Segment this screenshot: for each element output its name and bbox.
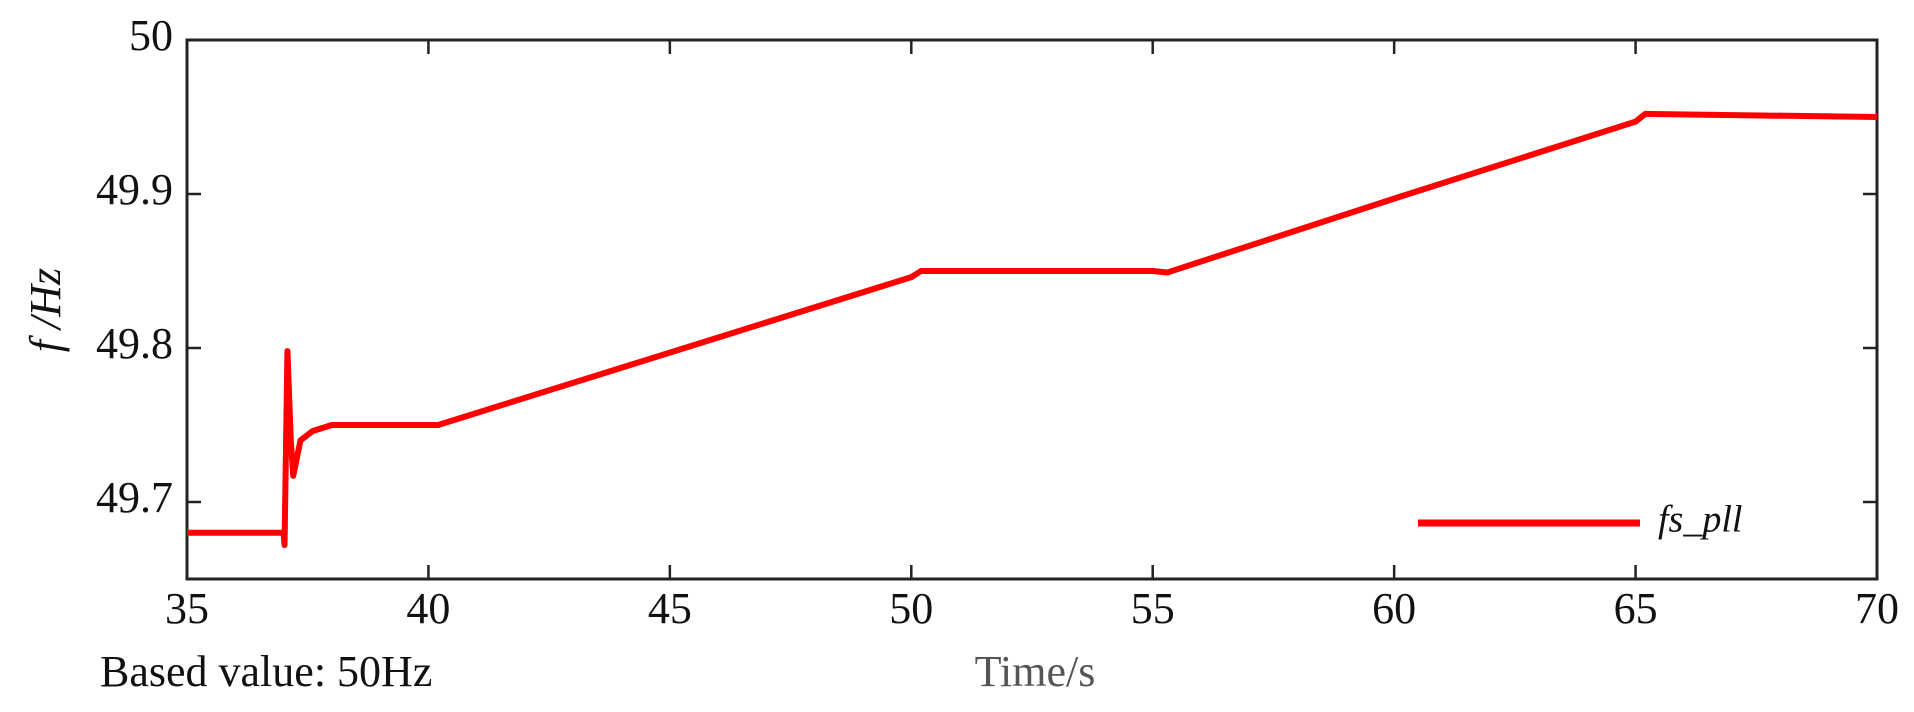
x-axis-label: Time/s (975, 647, 1096, 696)
x-tick-label: 50 (889, 584, 933, 633)
x-tick-label: 70 (1855, 584, 1899, 633)
x-tick-label: 45 (648, 584, 692, 633)
x-tick-label: 35 (165, 584, 209, 633)
x-tick-label: 60 (1372, 584, 1416, 633)
y-tick-label: 49.9 (96, 165, 173, 214)
y-axis-label: f /Hz (21, 268, 70, 352)
x-tick-label: 65 (1614, 584, 1658, 633)
data-line (187, 110, 1878, 549)
y-tick-label: 50 (129, 11, 173, 60)
annotation: Based value: 50Hz (100, 647, 432, 696)
y-tick-label: 49.7 (96, 473, 173, 522)
x-tick-label: 55 (1131, 584, 1175, 633)
legend-label: fs_pll (1658, 499, 1742, 541)
y-tick-label: 49.8 (96, 319, 173, 368)
x-tick-label: 40 (406, 584, 450, 633)
plot-frame (185, 38, 1879, 581)
